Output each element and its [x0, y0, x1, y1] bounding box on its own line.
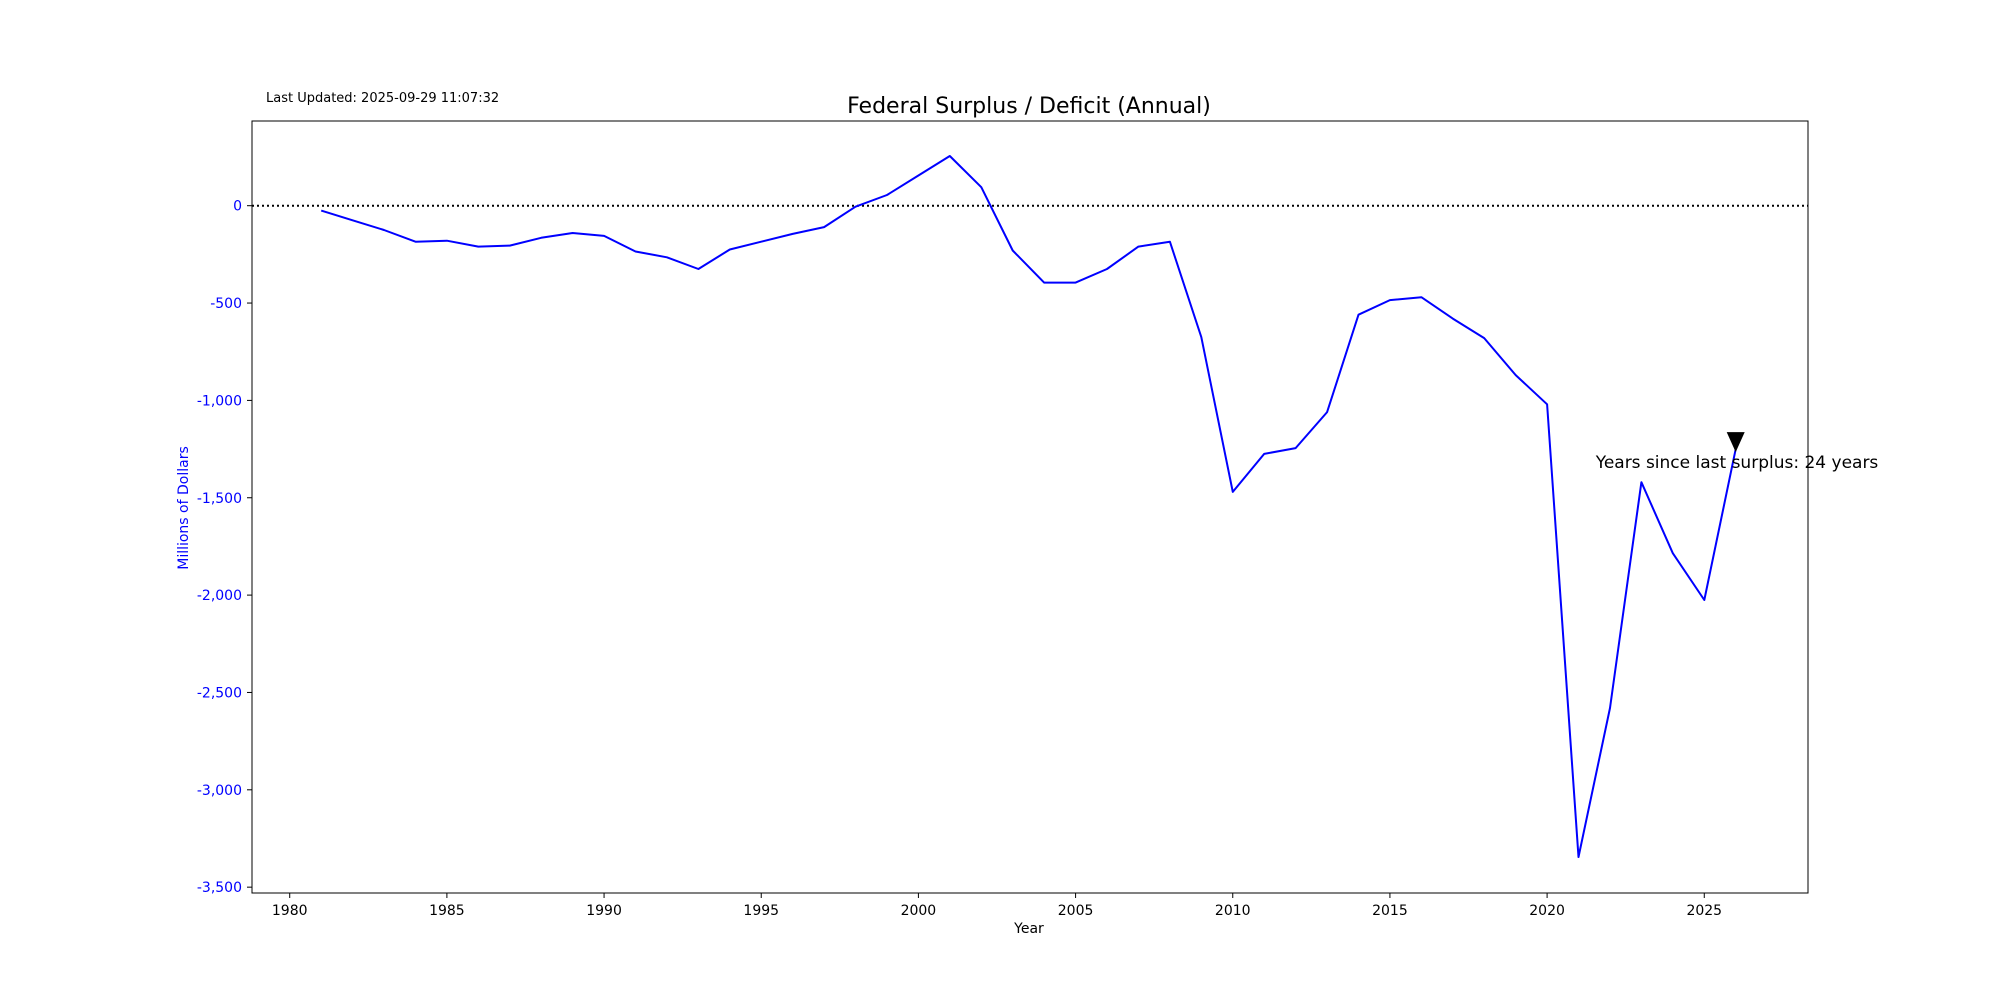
- annotation-layer: Years since last surplus: 24 years: [1595, 432, 1879, 473]
- x-tick-label: 2010: [1215, 903, 1251, 919]
- x-tick-label: 1985: [429, 903, 465, 919]
- annotation-marker-icon: [1726, 432, 1745, 453]
- plot-frame: [251, 120, 1809, 894]
- y-axis-label: Millions of Dollars: [176, 446, 192, 570]
- y-tick-label: 0: [233, 199, 242, 215]
- y-tick-label: -2,000: [197, 588, 242, 604]
- annotation-text: Years since last surplus: 24 years: [1595, 453, 1879, 473]
- y-tick-label: -1,000: [197, 393, 242, 409]
- x-tick-label: 1980: [272, 903, 308, 919]
- x-tick-label: 2020: [1529, 903, 1565, 919]
- deficit-line: [320, 155, 1737, 858]
- y-tick-label: -3,000: [197, 783, 242, 799]
- y-tick-label: -500: [210, 296, 242, 312]
- chart-title: Federal Surplus / Deficit (Annual): [847, 94, 1211, 119]
- x-tick-label: 2025: [1686, 903, 1722, 919]
- y-tick-label: -1,500: [197, 491, 242, 507]
- y-tick-label: -2,500: [197, 685, 242, 701]
- x-tick-label: 2005: [1058, 903, 1094, 919]
- axes: 1980 1985 1990 1995 2000 2005 2010 2015 2020 2025…: [197, 120, 1809, 919]
- x-tick-label: 1995: [743, 903, 779, 919]
- last-updated-label: Last Updated: 2025-09-29 11:07:32: [266, 91, 499, 106]
- y-tick-label: -3,500: [197, 880, 242, 896]
- x-tick-label: 2000: [901, 903, 937, 919]
- series-layer: [320, 155, 1737, 858]
- x-tick-label: 2015: [1372, 903, 1408, 919]
- x-axis-label: Year: [1013, 921, 1044, 937]
- x-tick-label: 1990: [586, 903, 622, 919]
